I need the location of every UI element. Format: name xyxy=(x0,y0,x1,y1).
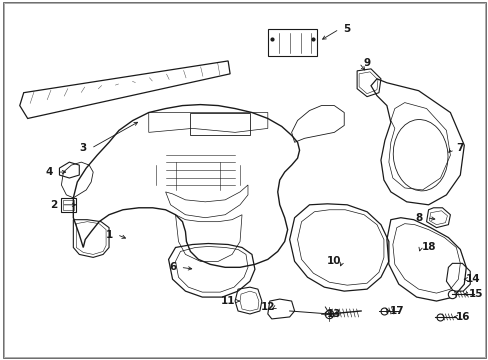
Text: 18: 18 xyxy=(421,243,435,252)
Text: 10: 10 xyxy=(326,256,341,266)
Text: 4: 4 xyxy=(46,167,53,177)
Text: 17: 17 xyxy=(389,306,403,316)
Text: 2: 2 xyxy=(50,200,57,210)
Text: 16: 16 xyxy=(455,312,469,322)
Text: 11: 11 xyxy=(221,296,235,306)
Text: 8: 8 xyxy=(414,213,422,223)
Text: 3: 3 xyxy=(80,143,87,153)
Text: 6: 6 xyxy=(168,262,176,272)
Text: 13: 13 xyxy=(326,309,341,319)
Text: 5: 5 xyxy=(343,24,350,34)
Text: 7: 7 xyxy=(456,143,463,153)
Text: 12: 12 xyxy=(260,302,275,312)
Text: 15: 15 xyxy=(468,289,483,299)
Text: 14: 14 xyxy=(465,274,480,284)
Text: 9: 9 xyxy=(363,58,370,68)
Text: 1: 1 xyxy=(105,230,112,239)
